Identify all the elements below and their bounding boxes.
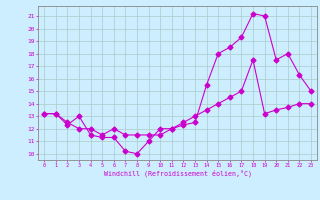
X-axis label: Windchill (Refroidissement éolien,°C): Windchill (Refroidissement éolien,°C) [104, 170, 252, 177]
